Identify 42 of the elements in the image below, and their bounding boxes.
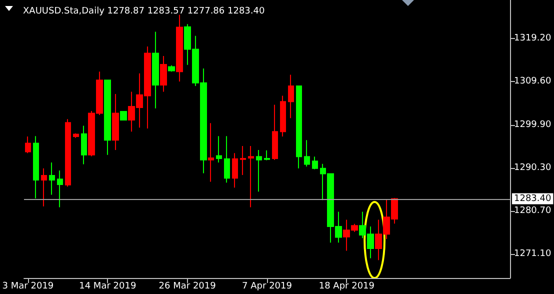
candlestick <box>208 122 214 182</box>
y-tick-label: 1280.70 <box>514 206 552 216</box>
candlestick <box>57 170 63 208</box>
candlestick <box>216 136 222 163</box>
x-tick-label: 26 Mar 2019 <box>158 282 216 292</box>
candlestick <box>25 136 31 154</box>
candlestick <box>152 31 159 109</box>
text: XAUUSD.Sta,Daily 1278.87 1283.57 1277.86 1283.40 <box>23 6 265 16</box>
candlestick <box>288 74 294 119</box>
candlestick <box>81 125 87 165</box>
candlestick <box>312 156 318 170</box>
x-tick-label: 3 Mar 2019 <box>2 282 54 292</box>
candlestick <box>112 94 119 150</box>
candlestick <box>280 95 286 138</box>
candlestick <box>240 145 246 176</box>
candlestick <box>104 80 111 156</box>
candlestick <box>304 140 310 168</box>
ref-line-label: 1283.40 <box>514 194 552 204</box>
x-tick-label: 7 Apr 2019 <box>242 282 292 292</box>
candlestick <box>73 132 79 138</box>
candlestick <box>272 104 278 160</box>
candlestick <box>264 150 270 161</box>
candlestick <box>120 110 127 120</box>
candlestick <box>33 136 39 199</box>
candlestick <box>296 85 302 169</box>
y-tick-label: 1290.30 <box>514 162 552 173</box>
candlestick <box>168 64 175 72</box>
x-tick-label: 18 Apr 2019 <box>318 282 375 292</box>
candlestick <box>65 118 71 188</box>
y-tick-label: 1309.60 <box>514 76 552 86</box>
candlestick <box>256 149 262 192</box>
y-tick-label: 1299.90 <box>514 120 552 130</box>
candlestick <box>160 55 167 92</box>
candlestick <box>224 136 230 184</box>
candlestick <box>49 162 55 196</box>
y-tick-label: 1319.20 <box>514 34 552 44</box>
y-tick-label: 1271.10 <box>514 248 552 259</box>
candlestick <box>248 145 254 208</box>
x-tick-label: 14 Mar 2019 <box>79 282 136 292</box>
candlestick <box>41 168 47 207</box>
candlestick <box>176 14 183 82</box>
candlestick <box>232 152 238 188</box>
